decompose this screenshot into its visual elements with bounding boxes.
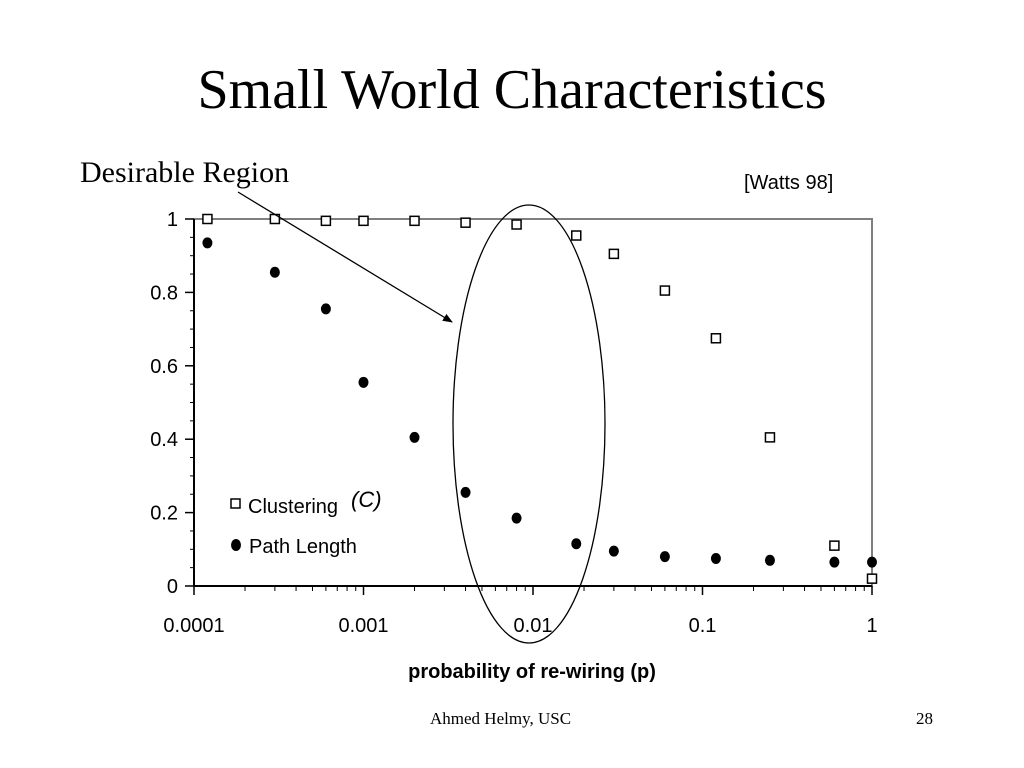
point-path-length: [269, 266, 280, 278]
point-clustering: [409, 215, 420, 227]
point-clustering: [764, 432, 776, 443]
y-tick-label: 0.4: [150, 429, 178, 451]
page-number: 28: [916, 709, 933, 728]
point-clustering: [571, 230, 582, 241]
point-path-length: [409, 431, 420, 443]
legend: Clustering (C) Path Length: [230, 487, 382, 558]
legend-marker-path-length: [231, 539, 241, 551]
y-axis: 0 0.2 0.4 0.6 0.8 1: [150, 209, 195, 598]
citation-label: [Watts 98]: [744, 172, 834, 194]
x-tick-label: 0.01: [514, 615, 553, 637]
point-path-length: [202, 237, 213, 249]
plot-area-frame: [193, 218, 873, 587]
slide-title: Small World Characteristics: [197, 59, 827, 121]
point-clustering: [659, 285, 671, 296]
legend-marker-clustering: [230, 498, 241, 509]
point-path-length: [867, 556, 877, 568]
point-clustering: [608, 248, 620, 260]
desirable-region-arrow: [237, 191, 453, 323]
y-tick-label: 0.2: [150, 503, 178, 525]
y-tick-label: 0.6: [150, 356, 178, 378]
point-path-length: [511, 512, 522, 524]
point-path-length: [608, 545, 619, 557]
x-tick-label: 1: [866, 615, 877, 637]
x-tick-label: 0.001: [338, 615, 388, 637]
point-clustering: [710, 333, 722, 344]
point-path-length: [710, 552, 721, 564]
point-clustering: [202, 213, 213, 225]
x-axis: 0.0001 0.001 0.01 0.1 1: [163, 585, 878, 637]
point-path-length: [659, 551, 670, 563]
x-tick-label: 0.1: [689, 615, 717, 637]
footer-author: Ahmed Helmy, USC: [430, 709, 572, 728]
point-path-length: [460, 486, 471, 498]
data-marks: [202, 213, 878, 584]
x-axis-title: probability of re-wiring (p): [408, 661, 656, 683]
point-path-length: [571, 538, 582, 550]
point-clustering: [320, 215, 332, 227]
point-clustering: [829, 540, 840, 551]
point-path-length: [358, 376, 369, 388]
legend-annotation: (C): [351, 487, 382, 512]
desirable-region-label: Desirable Region: [80, 156, 290, 189]
y-tick-label: 1: [167, 209, 178, 231]
x-tick-label: 0.0001: [163, 615, 224, 637]
point-path-length: [764, 554, 775, 566]
point-clustering: [511, 219, 522, 230]
y-tick-label: 0: [167, 576, 178, 598]
y-tick-label: 0.8: [150, 282, 178, 304]
desirable-region-ellipse: [452, 204, 606, 644]
point-clustering: [460, 217, 471, 228]
point-path-length: [829, 556, 840, 568]
point-path-length: [320, 303, 331, 315]
legend-label-clustering: Clustering: [248, 496, 338, 518]
point-clustering: [358, 215, 369, 227]
point-clustering: [866, 573, 878, 584]
legend-label-path-length: Path Length: [249, 536, 357, 558]
